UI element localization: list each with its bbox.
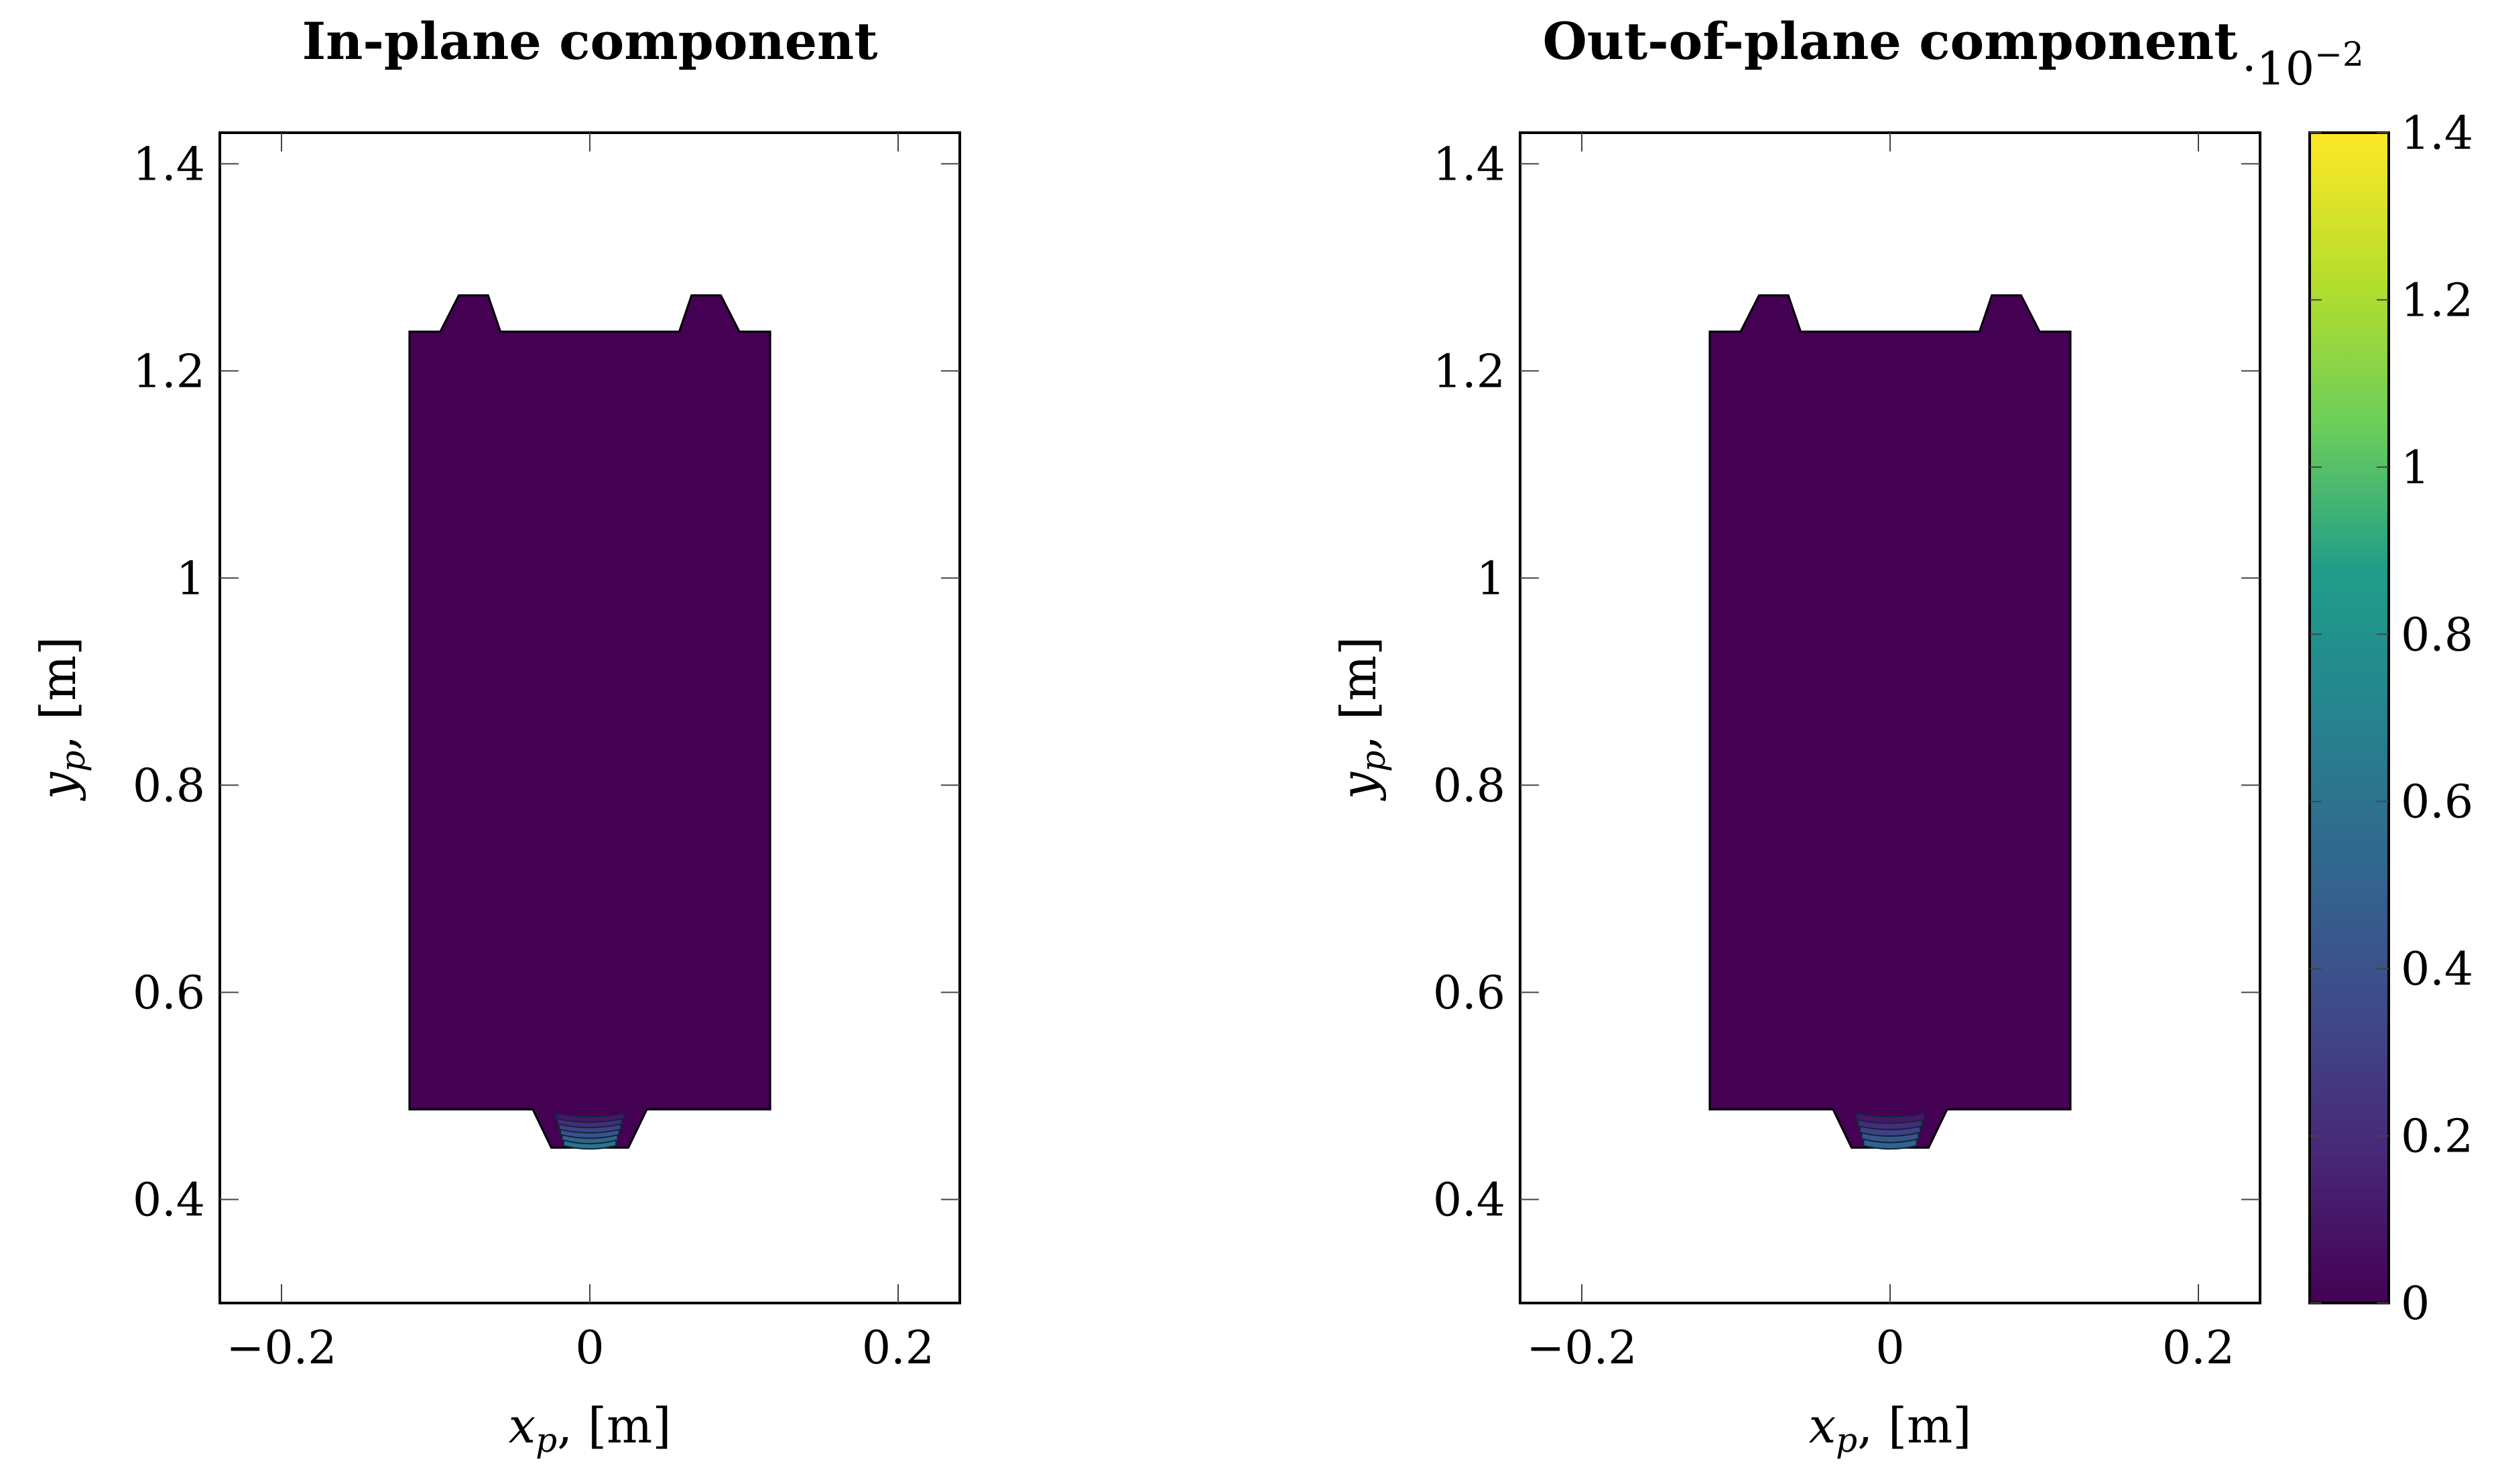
y-tick-label: 0.8 <box>133 759 205 812</box>
plate-body <box>1708 294 2072 1149</box>
colorbar-tick-label: 1.2 <box>2401 274 2473 327</box>
y-tick-label: 1.4 <box>133 138 205 191</box>
contour-band <box>1863 1138 1918 1150</box>
x-tick-label: 0 <box>575 1322 604 1375</box>
colorbar-tick-label: 0.6 <box>2401 776 2473 829</box>
y-axis-label: yp, [m] <box>1330 637 1393 802</box>
panel-title: Out-of-plane component <box>1543 11 2238 71</box>
plate-body <box>408 294 771 1149</box>
y-tick-label: 1 <box>1477 552 1505 605</box>
y-tick-label: 1 <box>176 552 205 605</box>
colorbar-tick-label: 0.2 <box>2401 1111 2473 1164</box>
x-tick-label: 0.2 <box>2162 1322 2235 1375</box>
y-tick-label: 0.6 <box>133 967 205 1019</box>
colorbar-gradient <box>2310 133 2389 1303</box>
x-tick-label: −0.2 <box>1526 1322 1637 1375</box>
colorbar-multiplier: ·10−2 <box>2242 35 2364 96</box>
contour-band <box>562 1139 617 1150</box>
colorbar-tick-label: 1 <box>2401 442 2430 495</box>
y-tick-label: 0.4 <box>133 1174 205 1227</box>
colorbar-tick-label: 1.4 <box>2401 107 2473 160</box>
colorbar-tick-label: 0.4 <box>2401 943 2473 996</box>
x-tick-label: 0 <box>1875 1322 1904 1375</box>
plot-area <box>1708 294 2072 1150</box>
x-axis-label: xp, [m] <box>1809 1398 1972 1460</box>
y-tick-label: 0.8 <box>1433 759 1505 812</box>
panel-title: In-plane component <box>302 11 878 71</box>
x-tick-label: −0.2 <box>226 1322 336 1375</box>
colorbar: 0 0.2 0.4 0.6 0.8 1 1.2 1.4 ·10−2 <box>2242 35 2473 1331</box>
y-tick-label: 1.2 <box>133 345 205 398</box>
y-axis-label: yp, [m] <box>30 637 92 802</box>
plot-area <box>408 294 771 1150</box>
colorbar-frame <box>2308 131 2390 1304</box>
colorbar-tick-label: 0 <box>2401 1278 2430 1331</box>
out-of-plane-panel: Out-of-plane component −0.2 0 0.2 0.4 0.6 0.8… <box>1330 11 2261 1460</box>
y-tick-label: 0.6 <box>1433 967 1505 1019</box>
y-tick-label: 1.4 <box>1433 138 1505 191</box>
x-axis-label: xp, [m] <box>509 1398 672 1460</box>
y-tick-label: 0.4 <box>1433 1174 1505 1227</box>
y-tick-label: 1.2 <box>1433 345 1505 398</box>
colorbar-tick-label: 0.8 <box>2401 609 2473 662</box>
in-plane-panel: In-plane component −0.2 0 0.2 0.4 0.6 0.8 1 1.2… <box>30 11 961 1460</box>
x-tick-label: 0.2 <box>862 1322 934 1375</box>
